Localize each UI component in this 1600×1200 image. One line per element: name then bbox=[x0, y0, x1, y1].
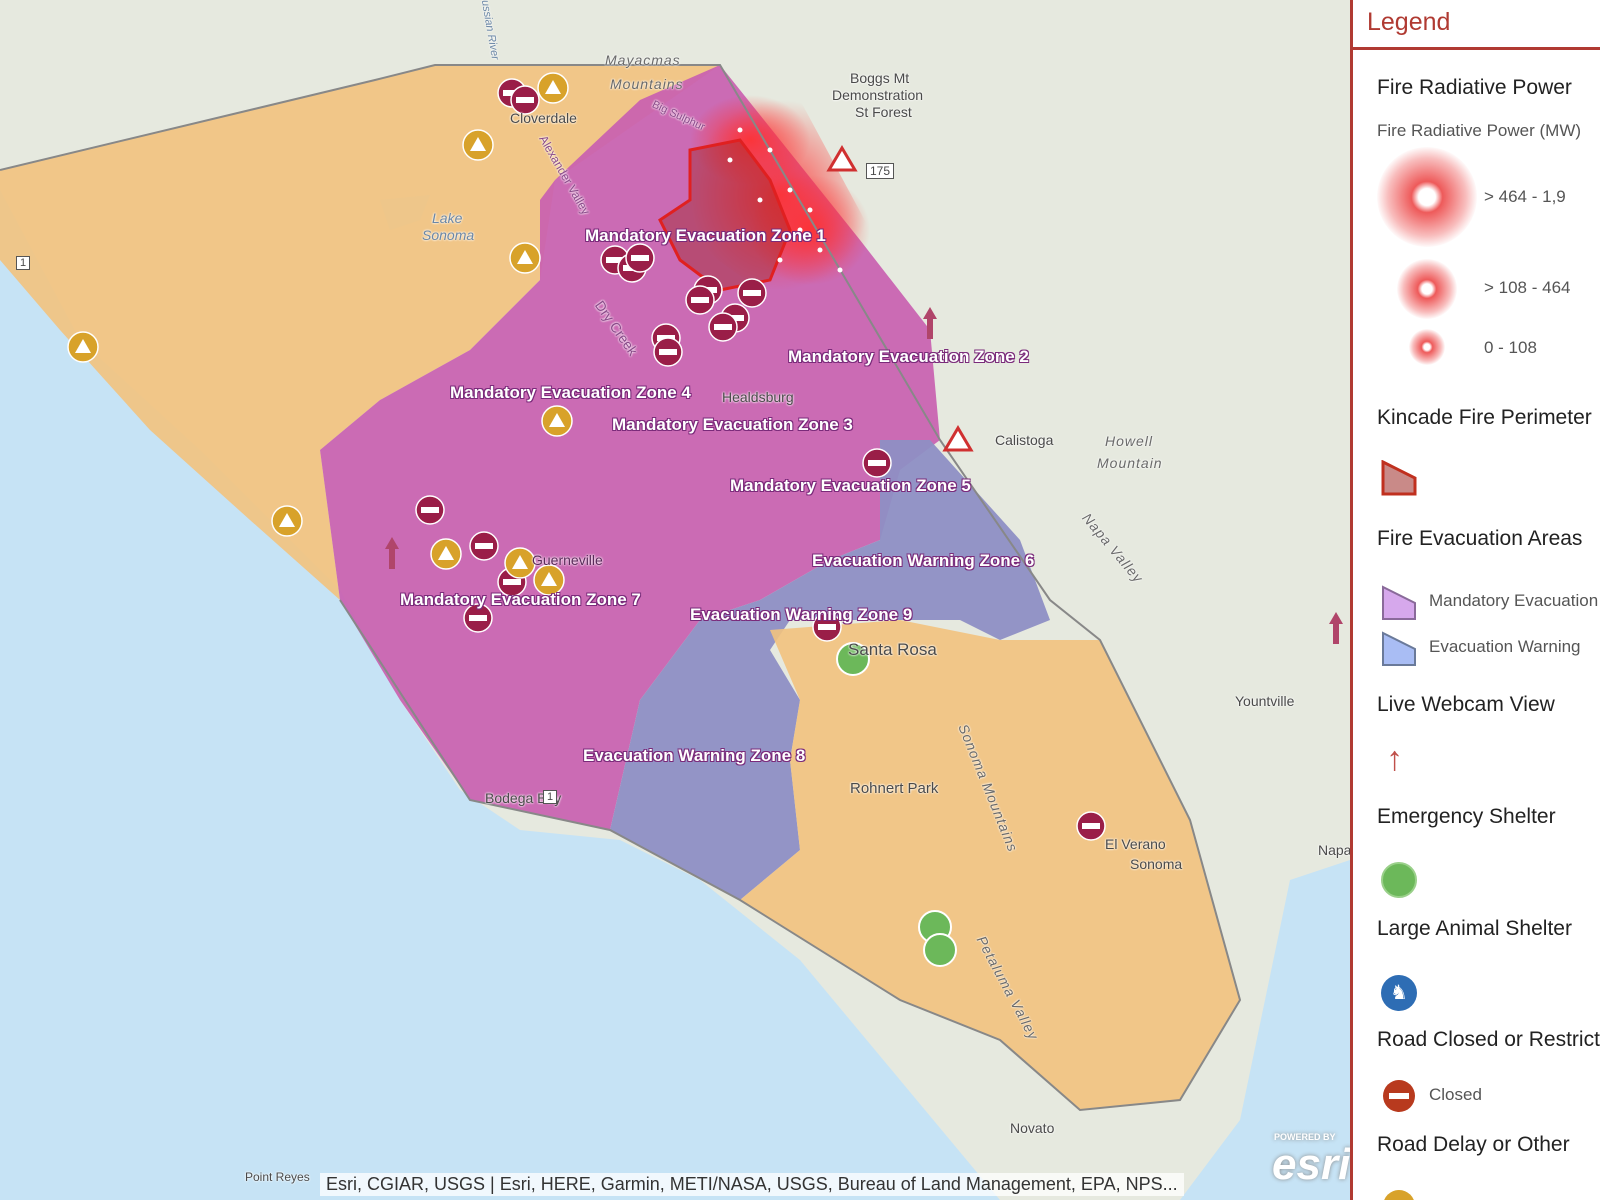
shelter-marker[interactable] bbox=[836, 642, 870, 676]
map-view[interactable]: Cloverdale Mayacmas Mountains Boggs Mt D… bbox=[0, 0, 1350, 1200]
fire-hotspot[interactable] bbox=[807, 207, 813, 213]
webcam-title: Live Webcam View bbox=[1377, 693, 1555, 716]
logo-text: esri bbox=[1272, 1140, 1350, 1189]
logo-caption: POWERED BY bbox=[1274, 1132, 1336, 1142]
advisory-area bbox=[0, 65, 720, 600]
frp-class: 0 - 108 bbox=[1484, 338, 1537, 357]
shelter-marker[interactable] bbox=[923, 933, 957, 967]
webcam-marker[interactable] bbox=[923, 307, 937, 339]
place-label: Novato bbox=[1010, 1120, 1055, 1136]
place-label: Rohnert Park bbox=[850, 780, 939, 797]
webcam-marker[interactable] bbox=[385, 537, 399, 569]
frp-medium-icon bbox=[1397, 259, 1457, 319]
frp-class: > 108 - 464 bbox=[1484, 278, 1571, 297]
perimeter-swatch-icon bbox=[1381, 460, 1417, 496]
mandatory-swatch-icon bbox=[1382, 585, 1416, 620]
place-label: Howell bbox=[1105, 433, 1154, 449]
place-label: Point Reyes bbox=[245, 1170, 310, 1184]
place-label: El Verano bbox=[1105, 836, 1166, 852]
horse-icon: ♞ bbox=[1381, 975, 1417, 1011]
place-label: Mayacmas bbox=[605, 52, 681, 68]
perimeter-title: Kincade Fire Perimeter bbox=[1377, 406, 1592, 429]
closed-item: Closed bbox=[1429, 1085, 1482, 1104]
fire-hotspot[interactable] bbox=[767, 147, 773, 153]
route-shield: 1 bbox=[543, 790, 558, 804]
animal-title: Large Animal Shelter bbox=[1377, 917, 1572, 940]
place-label: Sonoma bbox=[422, 227, 475, 243]
place-label: St Forest bbox=[855, 104, 912, 120]
zone-label[interactable]: Mandatory Evacuation Zone 5 bbox=[730, 476, 971, 495]
zone-label[interactable]: Mandatory Evacuation Zone 4 bbox=[450, 383, 691, 402]
shelter-title: Emergency Shelter bbox=[1377, 805, 1556, 828]
fire-hotspot[interactable] bbox=[757, 197, 763, 203]
route-shield: 1 bbox=[16, 256, 31, 270]
frp-small-icon bbox=[1409, 329, 1445, 365]
place-label: Mountain bbox=[1097, 455, 1163, 471]
legend-title: Legend bbox=[1353, 0, 1600, 50]
frp-large-icon bbox=[1377, 147, 1477, 247]
fire-hotspot[interactable] bbox=[737, 127, 743, 133]
route-shield: 175 bbox=[866, 163, 895, 179]
bay bbox=[1180, 860, 1350, 1200]
place-label: Calistoga bbox=[995, 432, 1054, 448]
road-delay-icon bbox=[1383, 1190, 1415, 1200]
zone-label[interactable]: Mandatory Evacuation Zone 1 bbox=[585, 226, 826, 245]
zone-label[interactable]: Evacuation Warning Zone 8 bbox=[583, 746, 806, 765]
road-closed-icon bbox=[1383, 1080, 1415, 1112]
closed-title: Road Closed or Restricted bbox=[1377, 1028, 1600, 1051]
county-boundary bbox=[0, 64, 1242, 1112]
place-label: Bodega Bay bbox=[485, 790, 562, 806]
legend-panel[interactable]: Legend Fire Radiative Power Fire Radiati… bbox=[1350, 0, 1600, 1200]
evac-item: Mandatory Evacuation bbox=[1429, 591, 1599, 610]
place-label: Healdsburg bbox=[722, 389, 794, 405]
place-label: Sonoma bbox=[1130, 856, 1183, 872]
zone-label[interactable]: Evacuation Warning Zone 9 bbox=[690, 605, 913, 624]
webcam-arrow-icon: ↑ bbox=[1386, 740, 1403, 778]
map-attribution: Esri, CGIAR, USGS | Esri, HERE, Garmin, … bbox=[320, 1173, 1184, 1196]
frp-title: Fire Radiative Power bbox=[1377, 76, 1572, 99]
hazard-icon[interactable] bbox=[826, 145, 858, 172]
fire-hotspot[interactable] bbox=[837, 267, 843, 273]
zone-label[interactable]: Mandatory Evacuation Zone 2 bbox=[788, 347, 1029, 366]
warning-area bbox=[610, 440, 1050, 900]
webcam-marker[interactable] bbox=[1329, 612, 1343, 644]
delay-title: Road Delay or Other bbox=[1377, 1133, 1570, 1156]
place-label: Napa bbox=[1318, 842, 1350, 858]
place-label: Demonstration bbox=[832, 87, 924, 103]
shelter-icon bbox=[1381, 862, 1417, 898]
fire-hotspot[interactable] bbox=[777, 257, 783, 263]
warning-swatch-icon bbox=[1382, 631, 1416, 666]
frp-class: > 464 - 1,9 bbox=[1484, 187, 1566, 206]
place-label: Yountville bbox=[1235, 693, 1295, 709]
zone-label[interactable]: Mandatory Evacuation Zone 7 bbox=[400, 590, 641, 609]
frp-subtitle: Fire Radiative Power (MW) bbox=[1377, 121, 1582, 140]
place-label: Cloverdale bbox=[510, 110, 577, 126]
place-label: Boggs Mt bbox=[850, 70, 910, 86]
zone-label[interactable]: Mandatory Evacuation Zone 3 bbox=[612, 415, 853, 434]
place-label: Guerneville bbox=[532, 552, 603, 568]
fire-hotspot[interactable] bbox=[817, 247, 823, 253]
fire-hotspot[interactable] bbox=[727, 157, 733, 163]
fire-hotspot[interactable] bbox=[797, 227, 803, 233]
esri-logo[interactable]: POWERED BY esri bbox=[1272, 1132, 1350, 1190]
evac-title: Fire Evacuation Areas bbox=[1377, 527, 1583, 550]
evac-item: Evacuation Warning bbox=[1429, 637, 1581, 656]
map-layers bbox=[0, 64, 1350, 1200]
ocean bbox=[0, 190, 1000, 1200]
advisory-area-south bbox=[740, 620, 1240, 1110]
place-label: Lake bbox=[432, 210, 463, 226]
place-label: Santa Rosa bbox=[848, 640, 937, 659]
fire-hotspot[interactable] bbox=[787, 187, 793, 193]
hazard-icon[interactable] bbox=[942, 425, 974, 452]
zone-label[interactable]: Evacuation Warning Zone 6 bbox=[812, 551, 1035, 570]
place-label: Mountains bbox=[610, 76, 684, 92]
